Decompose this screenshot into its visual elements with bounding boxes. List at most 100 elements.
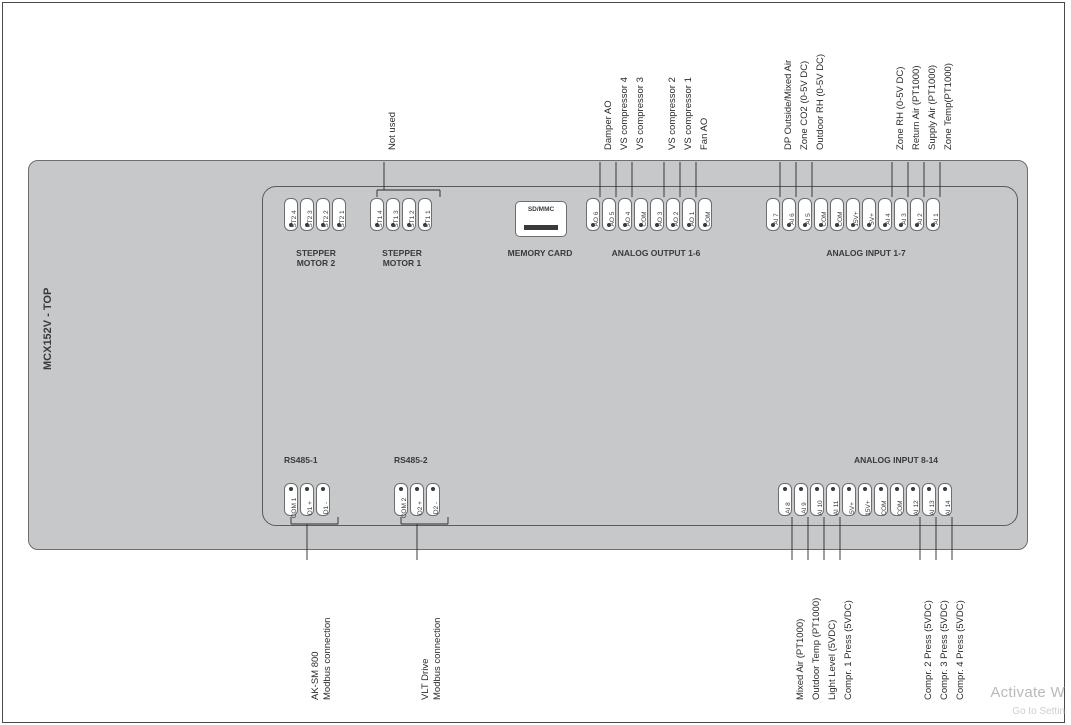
terminal-pin-dot bbox=[703, 223, 707, 227]
terminal-pin-dot bbox=[337, 223, 341, 227]
terminal-pin-label: AI 13 bbox=[929, 500, 936, 515]
terminal-pin: COM bbox=[634, 198, 648, 231]
terminal-pin: AI 7 bbox=[766, 198, 780, 231]
terminal-pin: AI 3 bbox=[894, 198, 908, 231]
section-rs485-2: RS485-2 bbox=[394, 455, 454, 465]
callout-label-bottom: VLT Drive bbox=[420, 659, 431, 700]
terminal-pin: AI 12 bbox=[906, 483, 920, 516]
terminal-pin-dot bbox=[321, 487, 325, 491]
section-memory: MEMORY CARD bbox=[500, 248, 580, 258]
terminal-pin-dot bbox=[289, 487, 293, 491]
terminal-pin: COM 2 bbox=[394, 483, 408, 516]
terminal-pin-label: AI 9 bbox=[801, 502, 808, 514]
terminal-pin-label: D1 - bbox=[323, 502, 330, 514]
callout-label-top: Outdoor RH (0-5V DC) bbox=[815, 54, 826, 150]
terminal-pin: AO 1 bbox=[682, 198, 696, 231]
terminal-pin-dot bbox=[815, 487, 819, 491]
callout-label-top: DP Outside/Mixed Air bbox=[783, 60, 794, 150]
terminal-pin: COM bbox=[830, 198, 844, 231]
section-ai-top: ANALOG INPUT 1-7 bbox=[806, 248, 926, 258]
callout-label-top: VS compressor 4 bbox=[619, 77, 630, 150]
terminal-pin-dot bbox=[399, 487, 403, 491]
terminal-pin-dot bbox=[835, 223, 839, 227]
terminal-pin-dot bbox=[305, 223, 309, 227]
terminal-pin: AO 6 bbox=[586, 198, 600, 231]
terminal-pin: ST1 1 bbox=[418, 198, 432, 231]
callout-label-top: Not used bbox=[387, 112, 398, 150]
callout-label-top: Zone RH (0-5V DC) bbox=[895, 67, 906, 150]
terminal-pin-label: COM 2 bbox=[401, 498, 408, 519]
terminal-pin: COM bbox=[890, 483, 904, 516]
callout-label-top: VS compressor 1 bbox=[683, 77, 694, 150]
terminal-pin: COM bbox=[814, 198, 828, 231]
terminal-pin-dot bbox=[407, 223, 411, 227]
terminal-pin-dot bbox=[305, 487, 309, 491]
terminal-pin-dot bbox=[895, 487, 899, 491]
terminal-pin-label: AI 12 bbox=[913, 500, 920, 515]
terminal-pin-label: AI 14 bbox=[945, 500, 952, 515]
terminal-pin-dot bbox=[415, 487, 419, 491]
terminal-pin-label: COM bbox=[897, 500, 904, 515]
memory-card-text: SD/MMC bbox=[516, 206, 566, 213]
terminal-pin-dot bbox=[915, 223, 919, 227]
terminal-pin-label: AI 11 bbox=[833, 501, 840, 516]
terminal-pin: AO 5 bbox=[602, 198, 616, 231]
terminal-pin-dot bbox=[391, 223, 395, 227]
callout-label-top: VS compressor 3 bbox=[635, 77, 646, 150]
callout-label-bottom: Modbus connection bbox=[322, 618, 333, 700]
terminal-pin-label: 5V+ bbox=[849, 502, 856, 514]
callout-label-top: Supply Air (PT1000) bbox=[927, 65, 938, 150]
terminal-pin-dot bbox=[783, 487, 787, 491]
terminal-pin: COM bbox=[874, 483, 888, 516]
section-ao: ANALOG OUTPUT 1-6 bbox=[596, 248, 716, 258]
inner-board bbox=[262, 186, 1018, 526]
terminal-pin: AI 11 bbox=[826, 483, 840, 516]
terminal-pin-label: AI 8 bbox=[785, 502, 792, 514]
terminal-pin-dot bbox=[321, 223, 325, 227]
terminal-pin: 15V+ bbox=[846, 198, 860, 231]
callout-label-bottom: Outdoor Temp (PT1000) bbox=[811, 598, 822, 700]
terminal-pin-label: AI 10 bbox=[817, 500, 824, 515]
terminal-pin-dot bbox=[607, 223, 611, 227]
callout-label-bottom: Modbus connection bbox=[432, 618, 443, 700]
terminal-pin: ST1 2 bbox=[402, 198, 416, 231]
callout-label-top: Return Air (PT1000) bbox=[911, 66, 922, 150]
terminal-pin: COM 1 bbox=[284, 483, 298, 516]
callout-label-top: Fan AO bbox=[699, 118, 710, 150]
terminal-pin: AI 6 bbox=[782, 198, 796, 231]
terminal-pin-dot bbox=[771, 223, 775, 227]
terminal-pin: AI 10 bbox=[810, 483, 824, 516]
terminal-pin-label: 15V+ bbox=[865, 500, 872, 515]
terminal-pin: AO 4 bbox=[618, 198, 632, 231]
callout-label-bottom: AK-SM 800 bbox=[310, 651, 321, 700]
terminal-pin-label: D1 + bbox=[307, 501, 314, 515]
terminal-pin-dot bbox=[671, 223, 675, 227]
terminal-pin-dot bbox=[819, 223, 823, 227]
terminal-pin-dot bbox=[787, 223, 791, 227]
terminal-pin: AI 5 bbox=[798, 198, 812, 231]
terminal-pin: AI 2 bbox=[910, 198, 924, 231]
terminal-pin-dot bbox=[863, 487, 867, 491]
terminal-pin-label: D2 + bbox=[417, 501, 424, 515]
memory-card: SD/MMC bbox=[515, 201, 567, 237]
terminal-pin: D1 + bbox=[300, 483, 314, 516]
terminal-pin-dot bbox=[911, 487, 915, 491]
terminal-pin: AI 4 bbox=[878, 198, 892, 231]
terminal-pin: AI 9 bbox=[794, 483, 808, 516]
terminal-pin-dot bbox=[591, 223, 595, 227]
terminal-pin-dot bbox=[639, 223, 643, 227]
terminal-pin-label: COM 1 bbox=[291, 498, 298, 519]
terminal-pin: COM bbox=[698, 198, 712, 231]
watermark-sub: Go to Settin bbox=[1012, 706, 1065, 717]
terminal-pin: AO 3 bbox=[650, 198, 664, 231]
callout-label-bottom: Mixed Air (PT1000) bbox=[795, 619, 806, 700]
terminal-pin: 5V+ bbox=[842, 483, 856, 516]
terminal-pin-label: COM bbox=[881, 500, 888, 515]
terminal-pin-dot bbox=[431, 487, 435, 491]
terminal-pin-dot bbox=[655, 223, 659, 227]
terminal-pin: D1 - bbox=[316, 483, 330, 516]
terminal-pin-dot bbox=[423, 223, 427, 227]
side-title: MCX152V - TOP bbox=[42, 288, 54, 370]
memory-card-slot bbox=[524, 225, 558, 230]
terminal-pin: AI 8 bbox=[778, 483, 792, 516]
